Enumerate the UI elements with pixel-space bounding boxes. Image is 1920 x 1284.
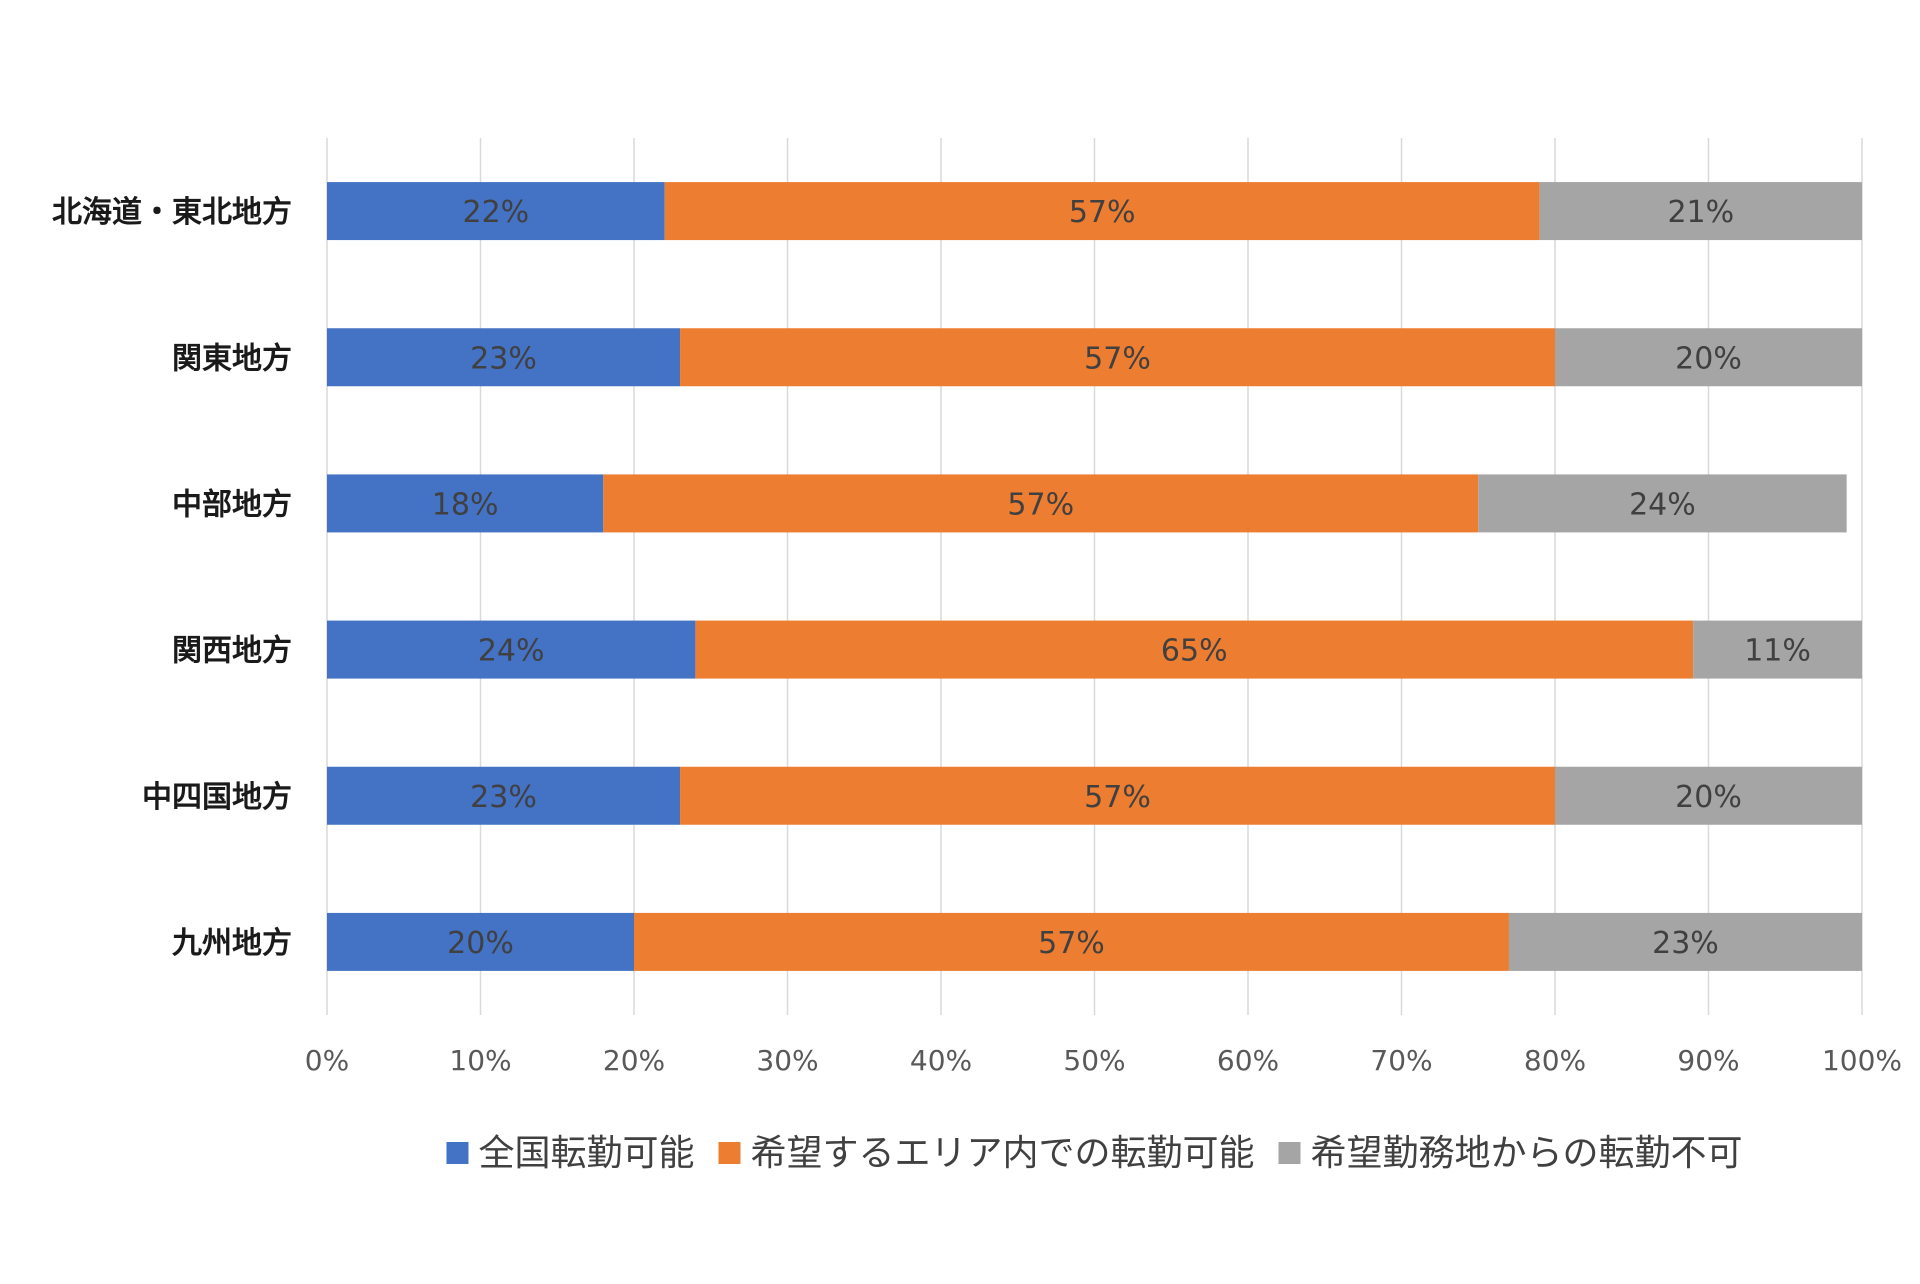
bar-segment <box>1539 182 1862 241</box>
bar-segment <box>603 474 1479 533</box>
category-label: 九州地方 <box>172 926 292 961</box>
data-label: 11% <box>1744 634 1811 669</box>
legend-label: 全国転勤可能 <box>478 1133 694 1174</box>
data-label: 57% <box>1007 487 1074 522</box>
x-tick-label: 40% <box>910 1044 972 1077</box>
data-label: 24% <box>1629 487 1696 522</box>
legend: 全国転勤可能 希望するエリア内での転勤可能 希望勤務地からの転勤不可 <box>446 1133 1743 1174</box>
bar-segment <box>1508 912 1862 971</box>
bar-segment <box>327 912 634 971</box>
x-tick-label: 80% <box>1524 1044 1586 1077</box>
bar-segment <box>327 328 681 387</box>
legend-swatch <box>718 1142 741 1164</box>
bar-segment <box>1478 474 1847 533</box>
bar-segment <box>327 474 604 533</box>
data-label: 57% <box>1038 926 1105 961</box>
data-label: 65% <box>1161 634 1228 669</box>
category-label: 関東地方 <box>172 341 292 376</box>
bar-segment <box>664 182 1540 241</box>
category-label: 北海道・東北地方 <box>52 195 292 230</box>
bar-segment <box>327 182 665 241</box>
data-label: 57% <box>1069 195 1136 230</box>
legend-label: 希望するエリア内での転勤可能 <box>750 1133 1254 1174</box>
x-tick-label: 30% <box>756 1044 818 1077</box>
category-label: 中四国地方 <box>142 780 292 815</box>
gridlines <box>326 138 1863 1015</box>
x-tick-label: 70% <box>1370 1044 1432 1077</box>
data-label: 21% <box>1667 195 1734 230</box>
data-label: 24% <box>478 634 545 669</box>
x-tick-label: 90% <box>1677 1044 1739 1077</box>
x-tick-label: 100% <box>1822 1044 1902 1077</box>
bar-segment <box>695 620 1694 679</box>
legend-label: 希望勤務地からの転勤不可 <box>1311 1133 1743 1174</box>
x-tick-label: 60% <box>1217 1044 1279 1077</box>
x-tick-label: 50% <box>1063 1044 1125 1077</box>
bar-segment <box>327 766 681 825</box>
bars: 22% 57% 21% 23% 57% 20% 18% 57% 24% 24% 65% 11% 23% 5… <box>327 182 1862 971</box>
legend-swatch <box>446 1142 469 1164</box>
legend-item: 希望勤務地からの転勤不可 <box>1278 1133 1743 1174</box>
value-axis-ticks: 0% 10% 20% 30% 40% 50% 60% 70% 80% 90% 100% <box>305 1044 1902 1077</box>
category-label: 関西地方 <box>172 634 292 669</box>
category-label: 中部地方 <box>172 487 292 522</box>
x-tick-label: 0% <box>305 1044 349 1077</box>
legend-swatch <box>1278 1142 1301 1164</box>
data-label: 20% <box>1675 341 1742 376</box>
legend-item: 全国転勤可能 <box>446 1133 694 1174</box>
bar-segment <box>327 620 696 679</box>
bar-segment <box>1555 328 1862 387</box>
data-label: 20% <box>447 926 514 961</box>
x-tick-label: 10% <box>449 1044 511 1077</box>
data-label: 18% <box>432 487 499 522</box>
data-label: 57% <box>1084 780 1151 815</box>
data-label: 23% <box>1652 926 1719 961</box>
bar-segment <box>680 328 1555 387</box>
data-label: 23% <box>470 341 537 376</box>
bar-segment <box>1555 766 1862 825</box>
data-label: 57% <box>1084 341 1151 376</box>
data-label: 22% <box>463 195 530 230</box>
data-label: 23% <box>470 780 537 815</box>
data-label: 20% <box>1675 780 1742 815</box>
bar-segment <box>634 912 1509 971</box>
bar-segment <box>680 766 1555 825</box>
legend-item: 希望するエリア内での転勤可能 <box>718 1133 1255 1174</box>
bar-segment <box>1693 620 1862 679</box>
x-tick-label: 20% <box>603 1044 665 1077</box>
